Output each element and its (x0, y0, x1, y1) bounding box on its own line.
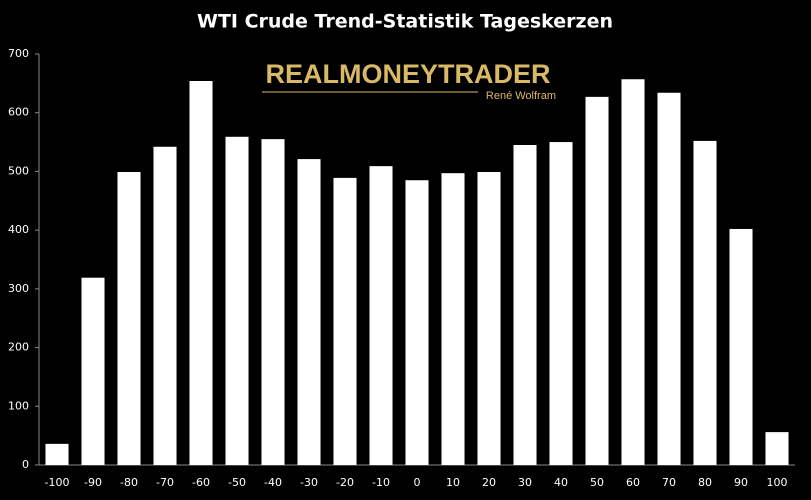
x-tick-label: -100 (45, 476, 70, 489)
bar (81, 277, 105, 465)
bar (477, 172, 501, 465)
bar (45, 443, 69, 465)
y-tick-label: 100 (8, 399, 29, 412)
x-tick-label: 80 (698, 476, 712, 489)
bar (657, 92, 681, 465)
bar (117, 172, 141, 465)
bar (549, 142, 573, 466)
x-tick-label: -90 (84, 476, 102, 489)
x-tick-label: 50 (590, 476, 604, 489)
y-tick-label: 500 (8, 164, 29, 177)
x-tick-label: -50 (228, 476, 246, 489)
y-tick-label: 0 (22, 458, 29, 471)
y-tick-label: 700 (8, 47, 29, 60)
x-tick-label: 90 (734, 476, 748, 489)
bar (225, 136, 249, 465)
x-tick-label: -10 (372, 476, 390, 489)
bar (333, 177, 357, 465)
x-tick-label: -30 (300, 476, 318, 489)
bar (693, 140, 717, 465)
x-tick-label: -70 (156, 476, 174, 489)
bar (297, 159, 321, 465)
bar (405, 180, 429, 465)
x-tick-label: 60 (626, 476, 640, 489)
y-tick-label: 400 (8, 223, 29, 236)
x-tick-label: -60 (192, 476, 210, 489)
x-tick-label: -80 (120, 476, 138, 489)
chart-title: WTI Crude Trend-Statistik Tageskerzen (197, 11, 613, 33)
y-tick-label: 600 (8, 106, 29, 119)
bar (189, 81, 213, 465)
x-tick-label: 10 (446, 476, 460, 489)
bar (765, 432, 789, 465)
y-tick-label: 200 (8, 341, 29, 354)
x-tick-label: 30 (518, 476, 532, 489)
bar (729, 228, 753, 465)
x-tick-label: -40 (264, 476, 282, 489)
x-tick-label: 0 (414, 476, 421, 489)
bar (621, 79, 645, 466)
bar (585, 96, 609, 466)
x-tick-label: -20 (336, 476, 354, 489)
bar (261, 139, 285, 465)
bar (153, 146, 177, 466)
bar (441, 173, 465, 465)
x-tick-label: 20 (482, 476, 496, 489)
y-tick-label: 300 (8, 282, 29, 295)
bar (513, 145, 537, 465)
bar (369, 166, 393, 465)
watermark-title: REALMONEYTRADER (265, 59, 550, 89)
x-tick-label: 40 (554, 476, 568, 489)
x-tick-label: 100 (767, 476, 788, 489)
x-tick-label: 70 (662, 476, 676, 489)
watermark-subtitle: René Wolfram (486, 90, 556, 102)
